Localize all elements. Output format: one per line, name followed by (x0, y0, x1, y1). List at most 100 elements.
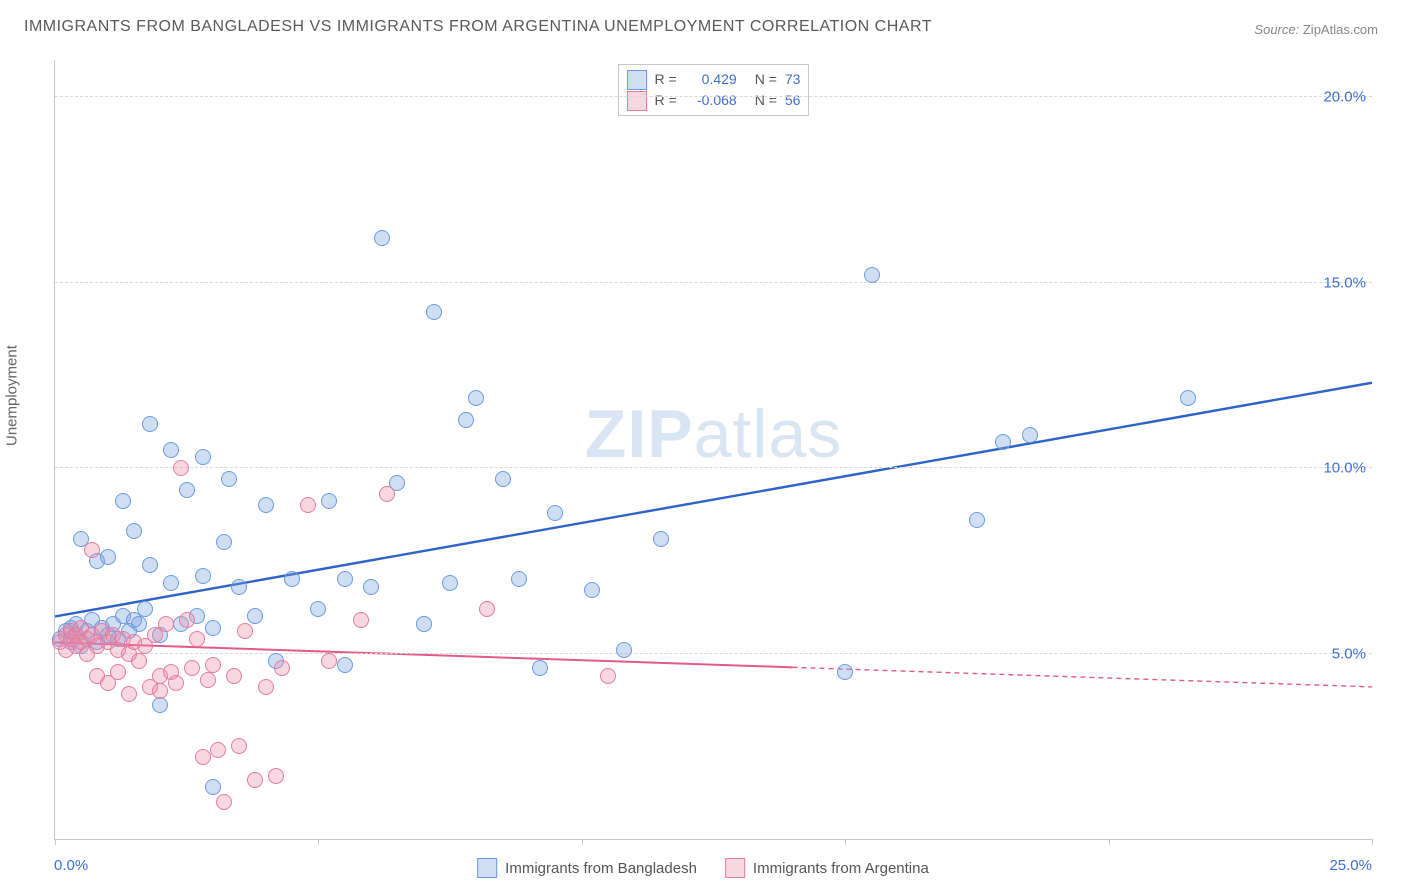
scatter-point (511, 571, 527, 587)
scatter-point (1180, 390, 1196, 406)
legend-swatch (725, 858, 745, 878)
series-name: Immigrants from Bangladesh (505, 860, 697, 877)
scatter-point (600, 668, 616, 684)
watermark: ZIPatlas (585, 395, 842, 473)
scatter-point (216, 794, 232, 810)
scatter-point (152, 683, 168, 699)
scatter-point (374, 230, 390, 246)
y-tick-label: 10.0% (1323, 460, 1366, 477)
scatter-point (195, 749, 211, 765)
grid-line (55, 96, 1372, 97)
scatter-point (216, 534, 232, 550)
scatter-point (442, 575, 458, 591)
chart-title: IMMIGRANTS FROM BANGLADESH VS IMMIGRANTS… (24, 18, 932, 36)
scatter-point (547, 505, 563, 521)
scatter-point (300, 497, 316, 513)
scatter-point (226, 668, 242, 684)
r-value: -0.068 (685, 90, 737, 111)
scatter-point (616, 642, 632, 658)
scatter-point (173, 460, 189, 476)
scatter-point (137, 601, 153, 617)
scatter-point (321, 493, 337, 509)
scatter-point (337, 657, 353, 673)
scatter-point (179, 482, 195, 498)
scatter-point (353, 612, 369, 628)
scatter-point (363, 579, 379, 595)
series-legend-item: Immigrants from Argentina (725, 858, 929, 878)
scatter-point (864, 267, 880, 283)
trend-line-dashed (793, 667, 1372, 687)
scatter-point (142, 416, 158, 432)
scatter-point (284, 571, 300, 587)
x-axis-min-label: 0.0% (54, 857, 88, 874)
scatter-point (195, 568, 211, 584)
scatter-point (468, 390, 484, 406)
correlation-legend-row: R =0.429N =73 (627, 69, 801, 90)
scatter-point (168, 675, 184, 691)
legend-swatch (477, 858, 497, 878)
scatter-point (321, 653, 337, 669)
scatter-point (532, 660, 548, 676)
y-tick-label: 5.0% (1332, 645, 1366, 662)
x-tick (318, 839, 319, 845)
scatter-point (274, 660, 290, 676)
y-tick-label: 20.0% (1323, 89, 1366, 106)
scatter-plot-area: ZIPatlas R =0.429N =73R =-0.068N =56 5.0… (54, 60, 1372, 840)
scatter-point (653, 531, 669, 547)
scatter-point (995, 434, 1011, 450)
scatter-point (179, 612, 195, 628)
r-label: R = (655, 69, 677, 90)
scatter-point (379, 486, 395, 502)
scatter-point (210, 742, 226, 758)
scatter-point (258, 679, 274, 695)
scatter-point (189, 631, 205, 647)
legend-swatch (627, 91, 647, 111)
scatter-point (268, 768, 284, 784)
scatter-point (231, 579, 247, 595)
correlation-legend-row: R =-0.068N =56 (627, 90, 801, 111)
scatter-point (142, 557, 158, 573)
r-label: R = (655, 90, 677, 111)
scatter-point (84, 542, 100, 558)
scatter-point (110, 664, 126, 680)
scatter-point (115, 493, 131, 509)
x-tick (55, 839, 56, 845)
scatter-point (479, 601, 495, 617)
scatter-point (458, 412, 474, 428)
scatter-point (247, 608, 263, 624)
scatter-point (184, 660, 200, 676)
scatter-point (131, 653, 147, 669)
scatter-point (337, 571, 353, 587)
series-name: Immigrants from Argentina (753, 860, 929, 877)
grid-line (55, 282, 1372, 283)
scatter-point (152, 697, 168, 713)
scatter-point (1022, 427, 1038, 443)
scatter-point (121, 686, 137, 702)
y-axis-title: Unemployment (4, 345, 21, 446)
source-label: Source: (1254, 22, 1299, 37)
scatter-point (426, 304, 442, 320)
n-value: 73 (785, 69, 801, 90)
scatter-point (100, 549, 116, 565)
watermark-rest: atlas (694, 396, 843, 472)
scatter-point (837, 664, 853, 680)
scatter-point (584, 582, 600, 598)
n-label: N = (755, 90, 777, 111)
scatter-point (163, 575, 179, 591)
series-legend: Immigrants from Bangladesh Immigrants fro… (477, 858, 929, 878)
source-attribution: Source: ZipAtlas.com (1254, 22, 1378, 37)
grid-line (55, 653, 1372, 654)
x-tick (1372, 839, 1373, 845)
scatter-point (200, 672, 216, 688)
scatter-point (205, 657, 221, 673)
scatter-point (495, 471, 511, 487)
scatter-point (131, 616, 147, 632)
x-axis-max-label: 25.0% (1329, 857, 1372, 874)
scatter-point (205, 779, 221, 795)
watermark-bold: ZIP (585, 396, 694, 472)
correlation-legend: R =0.429N =73R =-0.068N =56 (618, 64, 810, 116)
x-tick (845, 839, 846, 845)
scatter-point (195, 449, 211, 465)
x-tick (1109, 839, 1110, 845)
x-tick (582, 839, 583, 845)
